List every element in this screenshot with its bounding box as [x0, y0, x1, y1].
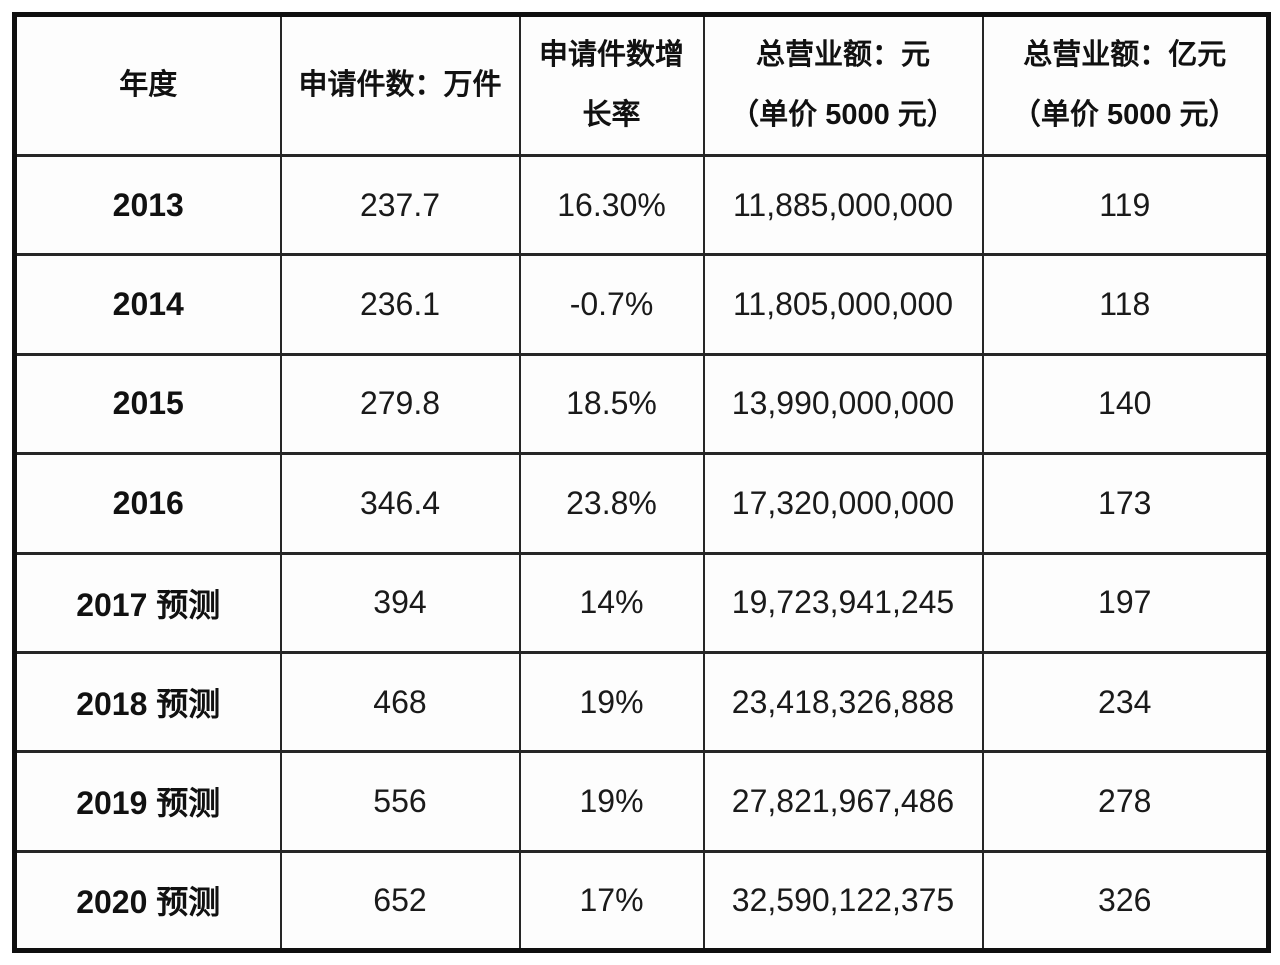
table-row: 2015 279.8 18.5% 13,990,000,000 140 — [13, 352, 1270, 456]
applications-cell: 237.7 — [279, 153, 521, 257]
applications-cell: 394 — [279, 551, 521, 654]
growth-rate-cell: 23.8% — [518, 452, 705, 555]
header-label-line2: （单价 5000 元） — [1011, 98, 1238, 131]
revenue-yiyuan-cell: 326 — [981, 849, 1270, 953]
table-body: 2013 237.7 16.30% 11,885,000,000 119 201… — [13, 153, 1270, 953]
revenue-yuan-cell: 17,320,000,000 — [702, 452, 984, 555]
header-label-line1: 申请件数增 — [538, 39, 684, 72]
col-header-growth-rate: 申请件数增 长率 — [518, 13, 705, 157]
revenue-yuan-cell: 27,821,967,486 — [702, 750, 984, 853]
growth-rate-cell: 19% — [518, 750, 705, 853]
header-label-line1: 总营业额：亿元 — [1023, 39, 1227, 72]
year-cell: 2018 预测 — [13, 650, 282, 754]
applications-cell: 279.8 — [279, 352, 521, 456]
applications-cell: 652 — [279, 849, 521, 953]
year-cell: 2020 预测 — [13, 849, 282, 953]
growth-rate-cell: -0.7% — [518, 253, 705, 356]
applications-cell: 556 — [279, 750, 521, 853]
table-row: 2019 预测 556 19% 27,821,967,486 278 — [13, 750, 1270, 853]
applications-cell: 468 — [279, 650, 521, 754]
year-cell: 2013 — [13, 153, 282, 257]
growth-rate-cell: 17% — [518, 849, 705, 953]
revenue-yuan-cell: 32,590,122,375 — [702, 849, 984, 953]
header-row: 年度 申请件数：万件 申请件数增 长率 总营业额：元 （单价 5000 元） 总… — [13, 13, 1270, 157]
data-table: 年度 申请件数：万件 申请件数增 长率 总营业额：元 （单价 5000 元） 总… — [12, 12, 1271, 953]
revenue-yuan-cell: 11,885,000,000 — [702, 153, 984, 257]
applications-cell: 346.4 — [279, 452, 521, 555]
year-cell: 2014 — [13, 253, 282, 356]
growth-rate-cell: 19% — [518, 650, 705, 754]
revenue-yiyuan-cell: 173 — [981, 452, 1270, 555]
table-row: 2018 预测 468 19% 23,418,326,888 234 — [13, 650, 1270, 754]
year-cell: 2017 预测 — [13, 551, 282, 654]
year-cell: 2015 — [13, 352, 282, 456]
revenue-yuan-cell: 23,418,326,888 — [702, 650, 984, 754]
header-label-line2: （单价 5000 元） — [730, 98, 956, 131]
revenue-yuan-cell: 13,990,000,000 — [702, 352, 984, 456]
revenue-yiyuan-cell: 118 — [981, 253, 1270, 356]
revenue-yiyuan-cell: 197 — [981, 551, 1270, 654]
applications-cell: 236.1 — [279, 253, 521, 356]
revenue-yiyuan-cell: 278 — [981, 750, 1270, 853]
revenue-yuan-cell: 19,723,941,245 — [702, 551, 984, 654]
header-label: 年度 — [119, 68, 178, 101]
header-label: 申请件数：万件 — [298, 68, 502, 101]
revenue-yiyuan-cell: 119 — [981, 153, 1270, 257]
revenue-yiyuan-cell: 234 — [981, 650, 1270, 754]
table-header: 年度 申请件数：万件 申请件数增 长率 总营业额：元 （单价 5000 元） 总… — [13, 13, 1270, 157]
growth-rate-cell: 16.30% — [518, 153, 705, 257]
table-row: 2014 236.1 -0.7% 11,805,000,000 118 — [13, 253, 1270, 356]
col-header-applications: 申请件数：万件 — [279, 13, 521, 157]
table-row: 2016 346.4 23.8% 17,320,000,000 173 — [13, 452, 1270, 555]
col-header-revenue-yuan: 总营业额：元 （单价 5000 元） — [702, 13, 984, 157]
revenue-yuan-cell: 11,805,000,000 — [702, 253, 984, 356]
growth-rate-cell: 14% — [518, 551, 705, 654]
header-label-line2: 长率 — [582, 98, 641, 131]
growth-rate-cell: 18.5% — [518, 352, 705, 456]
year-cell: 2019 预测 — [13, 750, 282, 853]
col-header-revenue-yiyuan: 总营业额：亿元 （单价 5000 元） — [981, 13, 1270, 157]
year-cell: 2016 — [13, 452, 282, 555]
table-row: 2017 预测 394 14% 19,723,941,245 197 — [13, 551, 1270, 654]
revenue-yiyuan-cell: 140 — [981, 352, 1270, 456]
table-row: 2020 预测 652 17% 32,590,122,375 326 — [13, 849, 1270, 953]
col-header-year: 年度 — [13, 13, 282, 157]
table-row: 2013 237.7 16.30% 11,885,000,000 119 — [13, 153, 1270, 257]
header-label-line1: 总营业额：元 — [755, 39, 930, 72]
